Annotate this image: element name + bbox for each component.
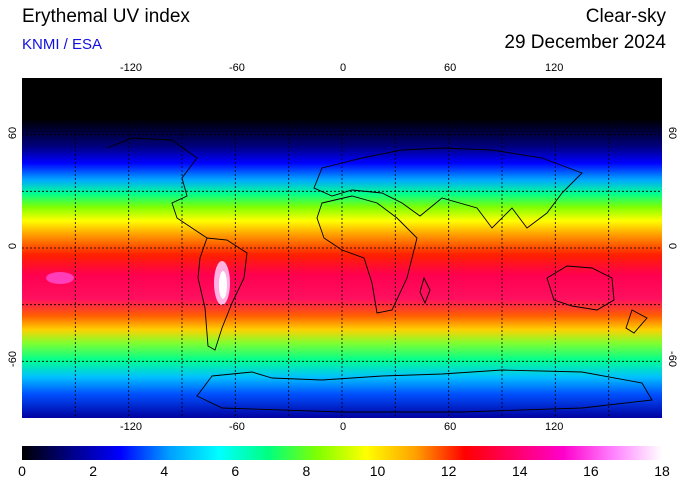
colorbar-label: 14: [511, 463, 528, 479]
date-label: 29 December 2024: [504, 32, 666, 53]
colorbar-label: 2: [89, 463, 97, 479]
lat-tick-left: 60: [7, 126, 20, 140]
colorbar-label: 8: [302, 463, 311, 479]
lat-tick-right: 0: [666, 242, 679, 250]
uv-peak-andes-core: [219, 271, 227, 299]
lat-tick-right: -60: [665, 351, 678, 367]
colorbar-label: 0: [18, 463, 26, 479]
lat-tick-right: 60: [666, 126, 679, 140]
coastlines: [106, 137, 653, 413]
lat-tick-left: 0: [7, 242, 20, 250]
colorbar-label: 4: [160, 463, 169, 479]
colorbar-fill: [22, 446, 662, 460]
colorbar-label: 12: [440, 463, 457, 479]
lon-tick-bottom: 120: [545, 421, 564, 433]
uv-colorbar: [22, 446, 662, 460]
lon-tick-top: -60: [229, 62, 245, 74]
lon-tick-bottom: -60: [229, 421, 245, 433]
lon-tick-top: 0: [340, 62, 347, 74]
lon-tick-top: 120: [545, 62, 564, 74]
uv-index-map: [22, 78, 662, 418]
source-label: KNMI / ESA: [22, 36, 103, 53]
lon-tick-top: -120: [120, 62, 143, 74]
lat-tick-left: -60: [6, 351, 19, 367]
lon-tick-bottom: 0: [340, 421, 347, 433]
lon-tick-bottom: -120: [120, 421, 143, 433]
colorbar-label: 6: [231, 463, 240, 479]
lon-tick-bottom: 60: [444, 421, 457, 433]
colorbar-label: 16: [583, 463, 599, 479]
sky-mode-label: Clear-sky: [585, 6, 666, 27]
map-title: Erythemal UV index: [22, 6, 190, 27]
lat-lon-grid: [22, 78, 662, 418]
uv-peak-pacific: [46, 272, 74, 284]
colorbar-label: 10: [369, 463, 386, 479]
lon-tick-top: 60: [444, 62, 457, 74]
colorbar-label: 18: [654, 463, 670, 479]
